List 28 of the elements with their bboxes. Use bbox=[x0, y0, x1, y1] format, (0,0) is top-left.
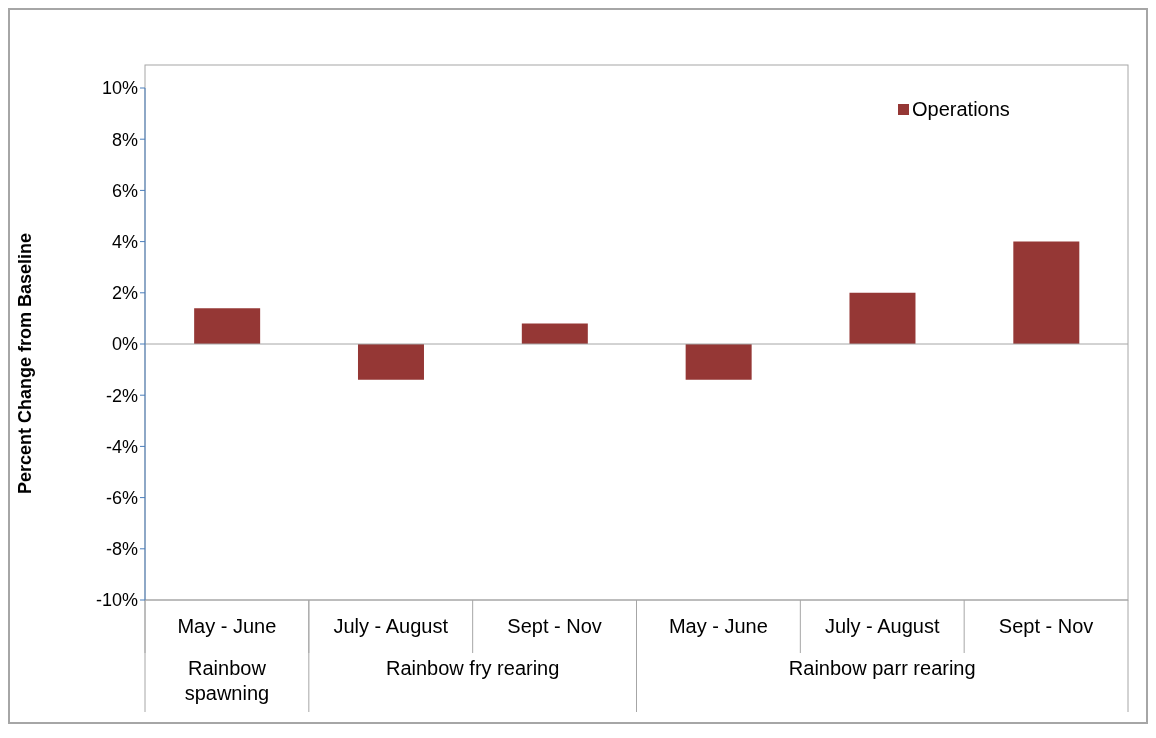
x-tick-label: May - June bbox=[668, 615, 768, 637]
y-axis-title: Percent Change from Baseline bbox=[15, 232, 36, 494]
text: Rainbow parr rearing bbox=[788, 657, 976, 679]
y-tick-label: 2% bbox=[111, 283, 138, 304]
bar bbox=[357, 344, 424, 380]
x-tick-label: Sept - Nov bbox=[507, 615, 602, 637]
y-tick-label: 8% bbox=[111, 129, 138, 150]
bar bbox=[521, 323, 588, 344]
y-tick-label: -2% bbox=[105, 385, 138, 406]
text: Rainbow fry rearing bbox=[385, 657, 560, 679]
x-tick-label: July - August bbox=[824, 615, 940, 637]
y-tick-label: -10% bbox=[95, 590, 138, 611]
y-tick-label: 0% bbox=[111, 334, 138, 355]
y-tick-label: 6% bbox=[111, 180, 138, 201]
legend-label: Operations bbox=[911, 98, 1010, 121]
bar bbox=[194, 308, 261, 344]
bar bbox=[849, 292, 916, 344]
bar bbox=[1013, 241, 1080, 344]
y-tick-label: -6% bbox=[105, 487, 138, 508]
x-tick-label: Sept - Nov bbox=[998, 615, 1094, 637]
x-tick-label: July - August bbox=[333, 615, 449, 637]
y-tick-label: 10% bbox=[101, 78, 138, 99]
bar bbox=[685, 344, 752, 380]
y-tick-label: -8% bbox=[105, 539, 138, 560]
x-tick-label: May - June bbox=[177, 615, 277, 637]
y-tick-label: 4% bbox=[111, 231, 138, 252]
text: Rainbow spawning bbox=[184, 657, 270, 704]
y-tick-label: -4% bbox=[105, 436, 138, 457]
